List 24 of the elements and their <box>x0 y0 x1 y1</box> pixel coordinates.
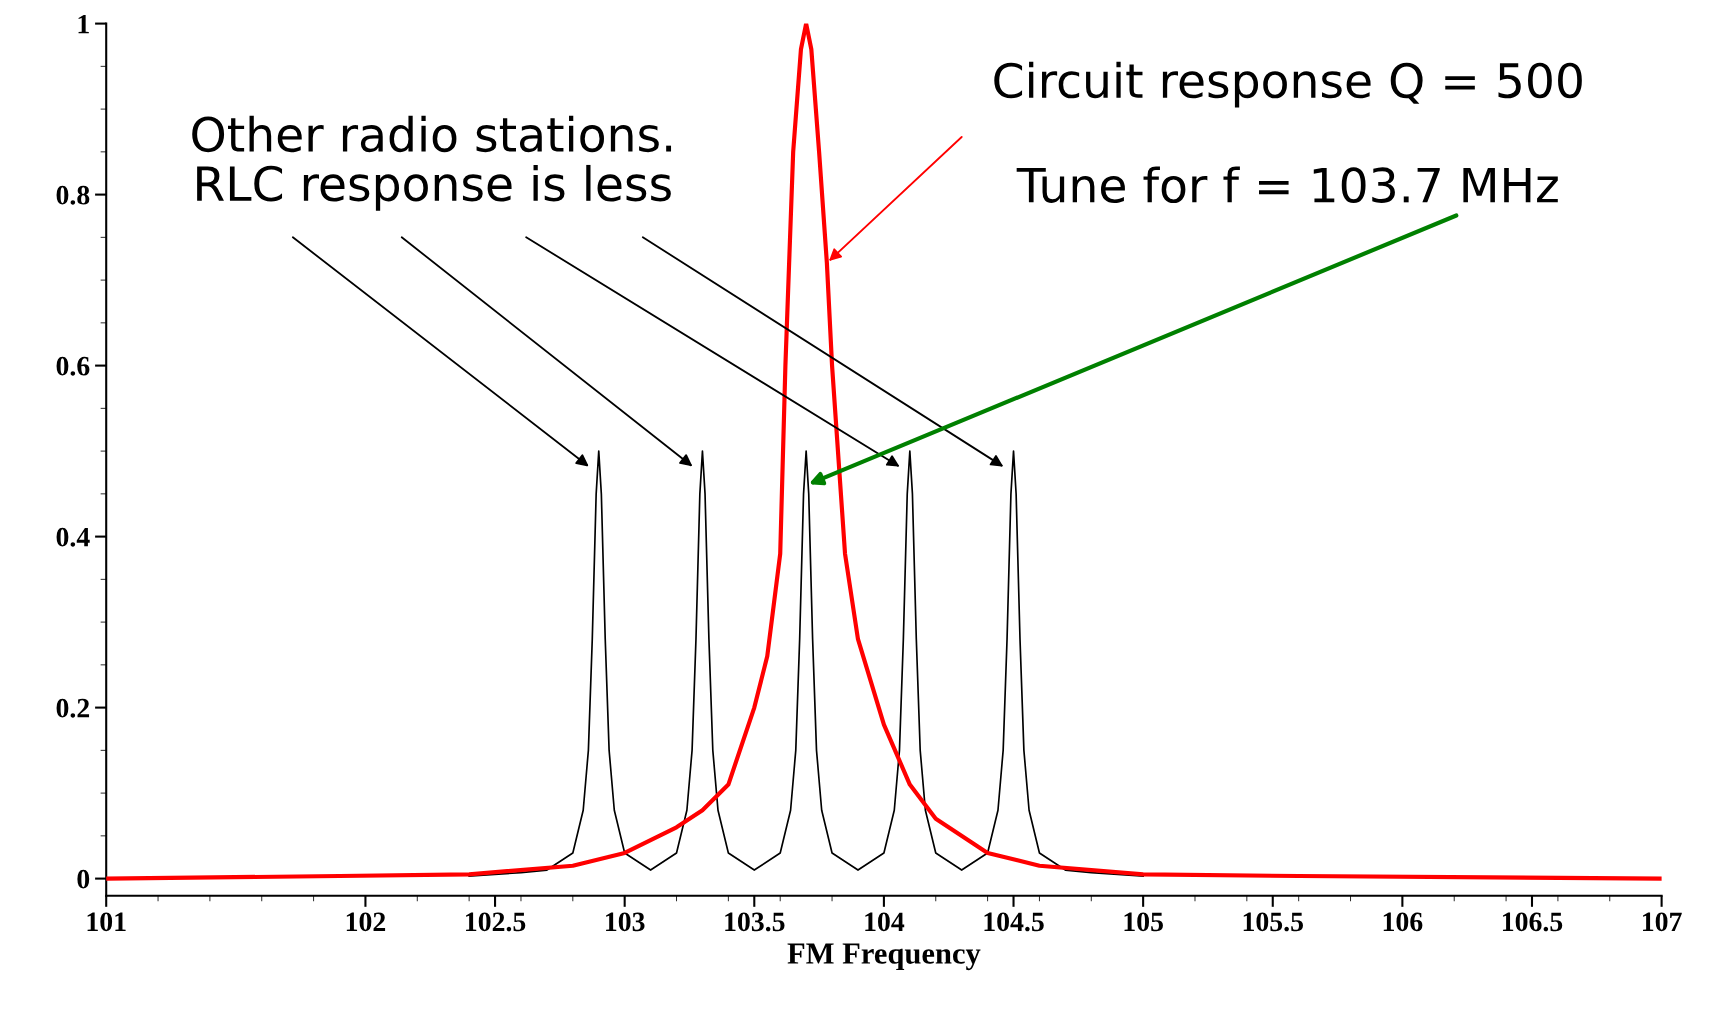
x-tick-label: 104 <box>865 912 905 932</box>
x-tick-label: 102.5 <box>466 912 526 932</box>
y-tick-label: 0.8 <box>56 185 90 205</box>
x-axis-title: FM Frequency <box>787 943 981 971</box>
x-tick-label: 105.5 <box>1243 912 1303 932</box>
x-tick-label: 103 <box>606 912 645 932</box>
annotation: Other radio stations. RLC response is less <box>192 115 672 211</box>
x-tick-label: 101 <box>87 912 126 932</box>
y-tick-label: 0 <box>77 869 90 889</box>
x-tick-label: 103.5 <box>725 912 785 932</box>
x-tick-label: 105 <box>1124 912 1163 932</box>
annotation: Circuit response Q = 500 <box>994 61 1582 108</box>
x-tick-label: 102 <box>346 912 386 932</box>
line-series <box>468 450 1144 877</box>
annotation: Tune for f = 103.7 MHz <box>1016 166 1558 203</box>
x-tick-label: 106 <box>1383 912 1423 932</box>
line-series <box>106 23 1662 881</box>
y-tick-label: 0.4 <box>56 527 90 547</box>
x-tick-label: 107 <box>1643 912 1682 932</box>
y-tick-label: 1 <box>78 14 89 34</box>
x-tick-label: 106.5 <box>1502 912 1563 932</box>
y-tick-label: 0.6 <box>56 356 90 376</box>
y-tick-label: 0.2 <box>56 698 90 718</box>
x-tick-label: 104.5 <box>984 912 1044 932</box>
